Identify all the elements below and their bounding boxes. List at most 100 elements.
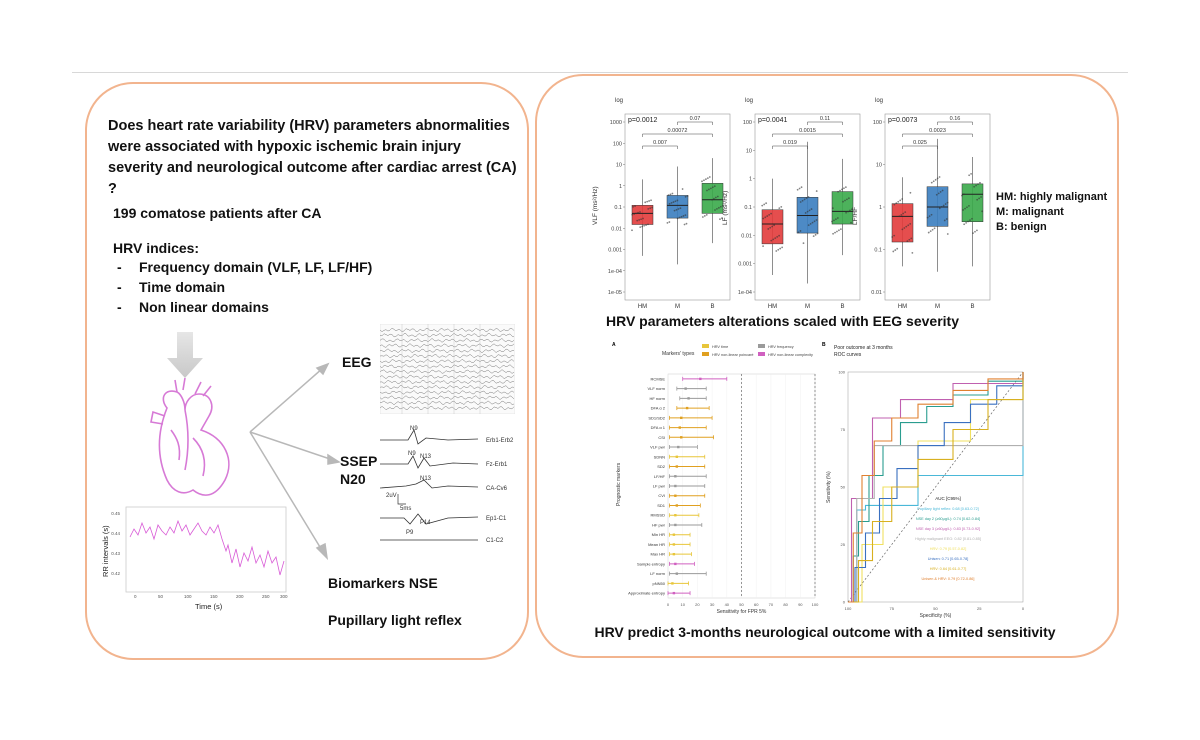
- data-point-HM: [631, 229, 633, 232]
- data-point-HM: [649, 207, 652, 210]
- data-point-B: [964, 207, 966, 210]
- point-estimate: [674, 494, 677, 497]
- data-point-B: [973, 185, 976, 188]
- marker-label: Mean HR: [648, 542, 665, 547]
- data-point-B: [963, 223, 966, 226]
- data-point-B: [713, 185, 716, 188]
- data-point-HM: [640, 218, 642, 221]
- data-point-B: [704, 178, 707, 181]
- data-point-B: [706, 189, 708, 192]
- data-point-B: [716, 195, 719, 198]
- marker-label: SD2: [657, 464, 666, 469]
- point-estimate: [672, 552, 676, 556]
- data-point-HM: [903, 227, 906, 229]
- data-point-B: [711, 186, 714, 189]
- data-point-M: [681, 188, 684, 190]
- svg-text:5ms: 5ms: [400, 506, 411, 512]
- y-tick-label: 0: [843, 600, 846, 605]
- data-point-B: [962, 209, 964, 211]
- data-point-M: [804, 212, 807, 214]
- point-estimate: [672, 591, 676, 595]
- data-point-M: [671, 192, 674, 195]
- marker-label: HF norm: [649, 396, 665, 401]
- heart-icon: [150, 377, 230, 496]
- data-point-HM: [895, 202, 898, 205]
- eeg-channel-trace: [380, 353, 515, 359]
- hrv-list-item: - Time domain: [117, 279, 226, 295]
- data-point-B: [701, 216, 704, 218]
- data-point-M: [802, 242, 805, 245]
- data-point-HM: [769, 226, 772, 229]
- data-point-M: [929, 230, 932, 233]
- roc-curve: [848, 372, 1024, 603]
- marker-label: DFA α 1: [651, 425, 666, 430]
- data-point-M: [812, 235, 815, 238]
- point-estimate: [671, 582, 674, 585]
- roc-curve: [848, 372, 1024, 603]
- data-point-B: [979, 181, 981, 184]
- eeg-channel-trace: [380, 332, 515, 338]
- pairwise-p-value: 0.0023: [929, 128, 946, 134]
- pairwise-p-value: 0.025: [913, 140, 927, 146]
- eeg-channel-trace: [380, 400, 515, 406]
- data-point-M: [940, 206, 943, 208]
- data-point-B: [721, 217, 723, 219]
- y-tick-label: 100: [743, 120, 752, 126]
- data-point-B: [970, 172, 972, 175]
- hrv-title: HRV indices:: [113, 240, 200, 256]
- data-point-B: [849, 209, 851, 212]
- data-point-HM: [910, 237, 913, 240]
- data-point-HM: [902, 212, 905, 215]
- data-point-B: [975, 184, 977, 187]
- data-point-M: [797, 231, 800, 234]
- data-point-M: [932, 180, 935, 183]
- data-point-HM: [893, 234, 896, 237]
- ssep-traces: N9 N9 N13 N13 P14 P9 2uV 5ms Erb1-Erb2 F…: [379, 426, 514, 544]
- y-tick-label: 10: [746, 148, 752, 154]
- data-point-M: [931, 228, 934, 231]
- n20-label: N20: [340, 471, 366, 487]
- point-estimate: [675, 455, 679, 458]
- y-tick-label: 0.01: [611, 226, 622, 232]
- data-point-B: [717, 206, 720, 209]
- svg-text:2uV: 2uV: [386, 493, 397, 499]
- data-point-M: [798, 187, 801, 190]
- data-point-M: [668, 221, 671, 223]
- data-point-HM: [893, 203, 896, 206]
- data-point-HM: [907, 224, 910, 227]
- legend-swatch: [758, 352, 765, 356]
- data-point-M: [806, 210, 809, 213]
- data-point-M: [675, 208, 678, 211]
- y-axis-label: LF (ms²/Hz): [722, 191, 729, 225]
- svg-text:P14: P14: [420, 520, 431, 526]
- eeg-traces: [380, 324, 515, 414]
- data-point-B: [834, 218, 837, 221]
- significance-bracket: [772, 145, 808, 149]
- eeg-channel-trace: [380, 369, 515, 374]
- data-point-HM: [635, 212, 638, 215]
- panel-label: B: [822, 342, 826, 348]
- marker-label: LF pwr: [653, 484, 666, 489]
- data-point-M: [801, 199, 804, 202]
- data-point-B: [706, 177, 709, 179]
- legend-swatch: [758, 344, 765, 348]
- data-point-B: [969, 219, 971, 222]
- marker-label: SD1: [657, 503, 666, 508]
- data-point-B: [839, 228, 842, 231]
- data-point-HM: [764, 216, 767, 219]
- data-point-HM: [770, 212, 772, 215]
- y-tick-label: 100: [838, 370, 845, 375]
- y-scale-label: log: [875, 98, 883, 104]
- data-point-HM: [774, 237, 777, 240]
- point-estimate: [677, 445, 680, 449]
- x-tick-label: 40: [725, 602, 730, 607]
- data-point-HM: [898, 215, 901, 218]
- data-point-HM: [908, 238, 911, 241]
- x-axis-label: Specificity (%): [920, 613, 952, 619]
- significance-bracket: [807, 121, 843, 125]
- y-tick-label: 75: [841, 427, 846, 432]
- data-point-HM: [639, 211, 641, 213]
- legend-entry: HRV time: [712, 345, 728, 349]
- data-point-B: [714, 196, 717, 199]
- data-point-B: [839, 189, 841, 192]
